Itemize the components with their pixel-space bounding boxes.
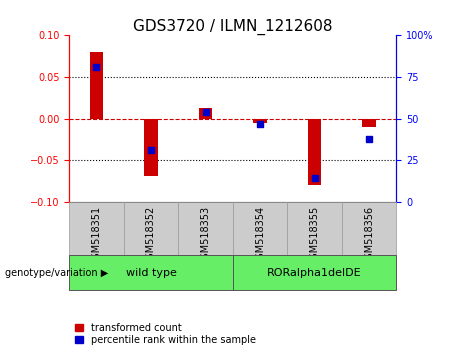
Point [311,176,318,181]
Bar [233,255,396,290]
Text: wild type: wild type [125,268,177,278]
Text: GSM518353: GSM518353 [201,206,211,265]
Point [366,136,373,141]
Bar [233,202,287,255]
Bar [178,202,233,255]
Bar [69,255,233,290]
Title: GDS3720 / ILMN_1212608: GDS3720 / ILMN_1212608 [133,19,332,35]
Text: GSM518352: GSM518352 [146,206,156,265]
Bar [253,119,267,123]
Bar [89,52,103,119]
Text: GSM518354: GSM518354 [255,206,265,265]
Point [148,147,155,153]
Text: GSM518351: GSM518351 [91,206,101,265]
Bar [362,119,376,127]
Bar [308,119,321,185]
Point [202,109,209,115]
Point [93,64,100,70]
Text: RORalpha1delDE: RORalpha1delDE [267,268,362,278]
Text: GSM518356: GSM518356 [364,206,374,265]
Bar [144,119,158,176]
Bar [342,202,396,255]
Legend: transformed count, percentile rank within the sample: transformed count, percentile rank withi… [74,322,256,346]
Bar [287,202,342,255]
Bar [199,108,213,119]
Text: GSM518355: GSM518355 [310,206,319,265]
Bar [69,202,124,255]
Bar [124,202,178,255]
Text: genotype/variation ▶: genotype/variation ▶ [5,268,108,278]
Point [256,121,264,126]
